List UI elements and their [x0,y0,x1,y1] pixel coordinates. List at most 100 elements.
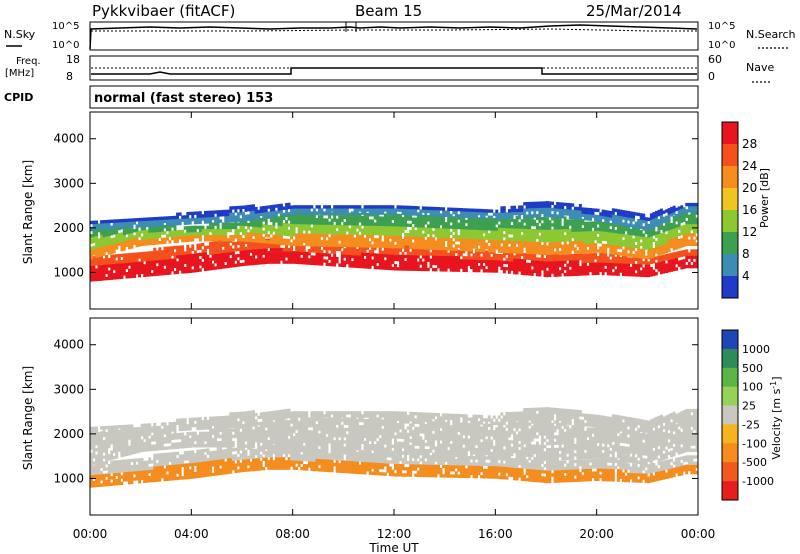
data-cell [290,457,293,461]
data-cell [687,223,691,228]
data-cell [335,247,339,252]
data-cell [558,250,562,255]
data-cell [606,219,610,224]
data-cell [396,238,400,243]
data-cell [434,255,438,259]
data-cell [350,240,354,245]
data-cell [599,262,603,266]
data-cell [242,449,245,454]
data-cell [571,234,575,239]
data-cell [624,246,628,251]
data-cell [682,240,686,244]
data-cell [102,240,106,244]
data-cell [166,234,169,238]
data-cell [193,259,197,263]
data-cell [470,223,473,227]
data-cell [363,222,367,226]
data-cell [168,233,172,238]
data-cell [401,211,405,216]
data-cell [97,241,101,245]
data-cell [401,238,405,243]
data-cell [437,213,440,217]
data-cell [120,232,124,236]
data-cell [591,214,595,218]
data-cell [525,268,529,273]
data-cell [229,258,233,262]
data-cell [376,213,380,217]
data-cell [394,223,397,227]
data-cell [209,222,212,226]
data-cell [538,248,542,252]
data-cell [191,244,195,248]
data-cell [634,212,638,216]
data-cell [264,260,268,264]
data-cell [135,470,139,475]
data-cell [282,206,286,210]
data-cell [125,224,129,229]
data-cell [419,242,423,247]
data-cell [305,236,309,240]
data-cell [652,215,656,219]
data-cell [120,269,124,273]
data-cell [642,255,646,259]
data-cell [454,216,458,220]
data-cell [492,236,496,241]
data-cell [571,215,575,220]
data-cell [665,215,668,219]
data-cell [112,460,116,464]
data-cell [490,233,494,237]
data-cell [211,210,215,214]
data-cell [649,257,653,261]
data-cell [226,464,230,468]
data-cell [307,208,311,212]
data-cell [589,265,592,270]
data-cell [475,223,478,227]
data-cell [578,246,582,251]
data-cell [249,255,253,260]
data-cell [285,238,288,243]
data-cell [487,248,491,253]
data-cell [287,239,291,243]
data-cell [540,235,544,240]
data-cell [216,447,220,451]
data-cell [439,255,443,259]
data-cell [229,209,233,213]
data-cell [459,262,463,266]
data-cell [502,227,506,232]
data-cell [193,256,197,260]
data-cell [376,238,380,242]
data-cell [667,230,671,234]
data-cell [606,244,610,248]
data-cell [282,232,286,236]
data-cell [530,222,534,227]
data-cell [133,262,136,266]
data-cell [386,266,390,270]
data-cell [234,254,238,258]
data-cell [591,271,595,276]
data-cell [675,233,679,238]
data-cell [183,466,187,470]
data-cell [274,457,278,461]
data-cell [290,214,293,218]
data-cell [677,251,681,255]
data-cell [130,480,134,485]
data-cell [102,277,106,281]
data-cell [92,471,96,475]
data-cell [558,232,562,236]
data-cell [95,242,98,246]
data-cell [350,231,354,235]
data-cell [153,223,157,227]
data-cell [140,461,144,465]
data-cell [204,473,207,478]
data-cell [414,236,418,240]
data-cell [312,224,316,228]
data-cell [100,477,103,481]
data-cell [130,471,134,475]
data-cell [584,269,587,273]
data-cell [416,255,420,259]
data-cell [150,235,154,239]
data-cell [219,246,223,251]
data-cell [145,270,149,274]
data-cell [181,218,185,222]
data-cell [201,467,205,472]
